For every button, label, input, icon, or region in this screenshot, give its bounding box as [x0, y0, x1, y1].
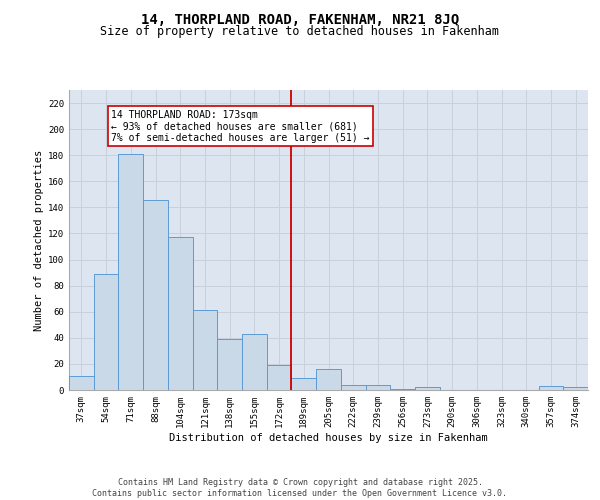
Y-axis label: Number of detached properties: Number of detached properties	[34, 150, 44, 330]
Bar	[242, 334, 267, 390]
Bar	[415, 388, 440, 390]
Bar	[563, 388, 588, 390]
Bar	[292, 378, 316, 390]
Bar	[316, 369, 341, 390]
Bar	[69, 376, 94, 390]
Text: 14 THORPLAND ROAD: 173sqm
← 93% of detached houses are smaller (681)
7% of semi-: 14 THORPLAND ROAD: 173sqm ← 93% of detac…	[111, 110, 370, 143]
Bar	[143, 200, 168, 390]
Bar	[193, 310, 217, 390]
Bar	[168, 238, 193, 390]
X-axis label: Distribution of detached houses by size in Fakenham: Distribution of detached houses by size …	[169, 432, 488, 442]
Bar	[365, 385, 390, 390]
Text: Contains HM Land Registry data © Crown copyright and database right 2025.
Contai: Contains HM Land Registry data © Crown c…	[92, 478, 508, 498]
Bar	[341, 385, 365, 390]
Bar	[217, 339, 242, 390]
Bar	[118, 154, 143, 390]
Bar	[94, 274, 118, 390]
Text: Size of property relative to detached houses in Fakenham: Size of property relative to detached ho…	[101, 25, 499, 38]
Bar	[267, 365, 292, 390]
Bar	[390, 388, 415, 390]
Text: 14, THORPLAND ROAD, FAKENHAM, NR21 8JQ: 14, THORPLAND ROAD, FAKENHAM, NR21 8JQ	[141, 12, 459, 26]
Bar	[539, 386, 563, 390]
